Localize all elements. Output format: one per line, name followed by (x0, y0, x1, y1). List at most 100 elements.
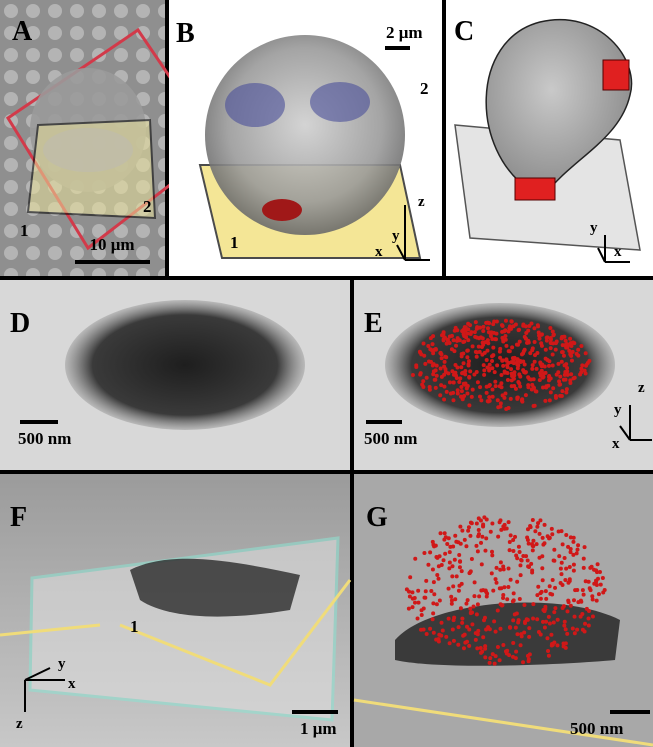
red-dot (480, 562, 484, 566)
red-dot (469, 569, 473, 573)
red-dot (595, 599, 599, 603)
red-dot (535, 617, 539, 621)
red-dot (439, 531, 443, 535)
red-dot (542, 375, 546, 379)
red-dot (508, 349, 512, 353)
red-dot (428, 550, 432, 554)
red-dot (523, 621, 527, 625)
red-dot (563, 363, 567, 367)
red-dot (475, 612, 479, 616)
scale-label: 500 nm (364, 429, 417, 448)
red-dot (431, 543, 435, 547)
red-dot (516, 396, 520, 400)
red-dot (526, 375, 530, 379)
red-dot (556, 370, 560, 374)
red-dot (471, 388, 475, 392)
red-dot (563, 620, 567, 624)
red-dot (599, 583, 603, 587)
red-dot (548, 398, 552, 402)
red-dot (459, 542, 463, 546)
red-dot (442, 558, 446, 562)
red-dot (588, 586, 592, 590)
red-dot (508, 540, 512, 544)
red-dot (561, 606, 565, 610)
red-dot (472, 373, 476, 377)
red-dot (458, 525, 462, 529)
red-dot (540, 364, 544, 368)
red-dot (519, 643, 523, 647)
red-dot (521, 660, 525, 664)
red-dot (561, 350, 565, 354)
red-dot (459, 365, 463, 369)
red-dot (582, 557, 586, 561)
red-dot (467, 364, 471, 368)
red-dot (474, 638, 478, 642)
red-dot (405, 587, 409, 591)
red-dot (560, 561, 564, 565)
red-dot (490, 354, 494, 358)
red-dot (459, 606, 463, 610)
red-dot (551, 329, 555, 333)
red-dot (509, 578, 513, 582)
red-dot (435, 374, 439, 378)
red-dot (420, 608, 424, 612)
red-dot (474, 631, 478, 635)
red-dot (483, 644, 487, 648)
red-dot (591, 598, 595, 602)
red-dot (564, 641, 568, 645)
red-dot (447, 536, 451, 540)
red-dot (515, 612, 519, 616)
red-dot (435, 602, 439, 606)
red-dot (548, 592, 552, 596)
red-dot (566, 609, 570, 613)
red-dot (452, 381, 456, 385)
red-dot (554, 394, 558, 398)
red-dot (462, 361, 466, 365)
red-dot (499, 602, 503, 606)
red-dot (423, 596, 427, 600)
red-dot (485, 391, 489, 395)
red-dot (538, 532, 542, 536)
red-dot (435, 573, 439, 577)
red-dot (467, 644, 471, 648)
red-dot (478, 395, 482, 399)
red-dot (440, 356, 444, 360)
red-dot (536, 585, 540, 589)
red-dot (508, 625, 512, 629)
red-dot (552, 610, 556, 614)
red-dot (504, 319, 508, 323)
red-dot (514, 554, 518, 558)
red-dot (472, 605, 476, 609)
axis-label: z (16, 716, 23, 732)
red-dot (516, 380, 520, 384)
marker: 1 (230, 233, 239, 252)
red-dot (443, 552, 447, 556)
red-dot (476, 602, 480, 606)
red-dot (522, 631, 526, 635)
red-dot (572, 341, 576, 345)
red-dot (535, 525, 539, 529)
scale-label: 2 μm (386, 23, 423, 42)
red-dot (486, 321, 490, 325)
red-dot (522, 370, 526, 374)
red-dot (557, 530, 561, 534)
red-dot (556, 618, 560, 622)
red-dot (514, 650, 518, 654)
red-dot (487, 395, 491, 399)
red-dot (541, 386, 545, 390)
red-dot (451, 627, 455, 631)
red-dot (479, 335, 483, 339)
red-dot (502, 396, 506, 400)
red-dot (458, 560, 462, 564)
red-dot (550, 643, 554, 647)
panel-label: F (10, 502, 27, 533)
red-dot (423, 362, 427, 366)
red-dot (462, 646, 466, 650)
red-dot (413, 601, 417, 605)
red-dot (482, 368, 486, 372)
red-dot (526, 385, 530, 389)
red-dot (527, 657, 531, 661)
red-dot (554, 348, 558, 352)
red-dot (480, 535, 484, 539)
red-dot (570, 359, 574, 363)
